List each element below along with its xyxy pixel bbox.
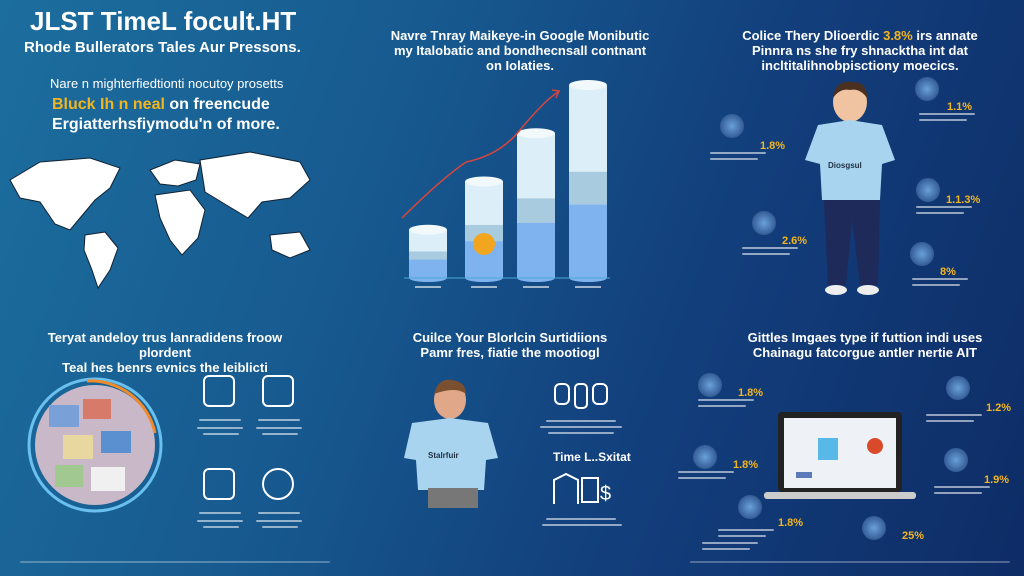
lightning-shield-icon [197, 375, 243, 435]
stat-icon [693, 445, 717, 469]
subtitle: Rhode Bullerators Tales Aur Pressons. [24, 39, 301, 56]
svg-text:Stalrfuir: Stalrfuir [428, 451, 459, 460]
stat-callout: 1.8% [710, 114, 786, 160]
bar-1 [409, 224, 447, 282]
intro-line-3: Ergiatterhsfiymodu'n of more. [52, 116, 280, 133]
stat-value: 1.1.3% [946, 194, 981, 206]
stat-callout: 8% [910, 242, 968, 286]
face-icon [256, 468, 302, 528]
stat-callout: 1.9% [934, 448, 1010, 494]
bar-label [471, 286, 497, 288]
stat-icon [946, 376, 970, 400]
intro-line-2: Bluck Ih n neal on freencude [52, 96, 270, 113]
stat-value: 1.8% [760, 140, 786, 152]
tools-heading: Cuilce Your Blorlcin Surtidiions Pamr fr… [412, 330, 608, 360]
highlight-text: Bluck Ih n neal [52, 96, 165, 113]
calculator-icon [256, 375, 302, 435]
stat-value: 1.8% [778, 517, 804, 529]
stat-value: 25% [902, 530, 925, 542]
collage-heading: Teryat andeloy trus lanradidens froow pl… [47, 330, 283, 375]
stat-value: 1.9% [984, 474, 1010, 486]
tools-icon [554, 383, 608, 409]
person-illustration: Diosgsul [805, 81, 895, 295]
stat-value: 8% [940, 266, 956, 278]
laptop-icon [197, 468, 243, 528]
arrow-head [551, 89, 561, 99]
trend-arrow [401, 91, 559, 219]
person-heading: Colice Thery Dlioerdic 3.8% irs annate P… [742, 28, 978, 73]
stat-callout: 1.1.3% [916, 178, 981, 214]
stat-icon [944, 448, 968, 472]
stat-callout: 1.8% [718, 495, 804, 537]
bar-3 [517, 128, 555, 282]
stat-icon [752, 211, 776, 235]
photo-collage-globe-icon [27, 377, 163, 513]
stat-icon [916, 178, 940, 202]
bar-2 [465, 176, 503, 282]
person-photo: Stalrfuir [404, 379, 498, 508]
bar-label [575, 286, 601, 288]
stat-icon [910, 242, 934, 266]
stat-value: 1.1% [947, 101, 973, 113]
stat-callout: 25% [702, 516, 925, 550]
stat-callout: 1.2% [926, 376, 1012, 422]
stat-callout: 2.6% [742, 211, 808, 255]
laptop-heading: Gittles Imgaes type if futtion indi uses… [747, 330, 983, 360]
svg-text:Diosgsul: Diosgsul [828, 161, 862, 170]
main-title: JLST TimeL focult.HT [30, 6, 297, 36]
stat-callout: 1.1% [915, 77, 975, 121]
stat-value: 1.8% [733, 459, 759, 471]
stat-icon [862, 516, 886, 540]
bar-4 [569, 80, 607, 282]
money-icon: $ [553, 472, 611, 505]
stat-icon [698, 373, 722, 397]
stat-icon [915, 77, 939, 101]
bar-label [415, 286, 441, 288]
stat-callout: 1.8% [678, 445, 759, 479]
laptop-illustration [764, 412, 916, 499]
coin-icon [473, 233, 495, 255]
svg-text:$: $ [600, 483, 611, 505]
stat-callout: 1.8% [698, 373, 764, 407]
stat-value: 1.8% [738, 387, 764, 399]
intro-line-1: Nare n mighterfiedtionti nocutoy prosett… [50, 76, 284, 91]
world-map-icon [9, 151, 311, 290]
chart-heading: Navre Tnray Maikeye-in Google Monibutic … [390, 28, 650, 73]
stat-icon [720, 114, 744, 138]
bar-label [523, 286, 549, 288]
stat-value: 2.6% [782, 235, 808, 247]
stat-icon [738, 495, 762, 519]
stat-value: 1.2% [986, 402, 1012, 414]
tool-label: Time L..Sxitat [553, 450, 631, 464]
